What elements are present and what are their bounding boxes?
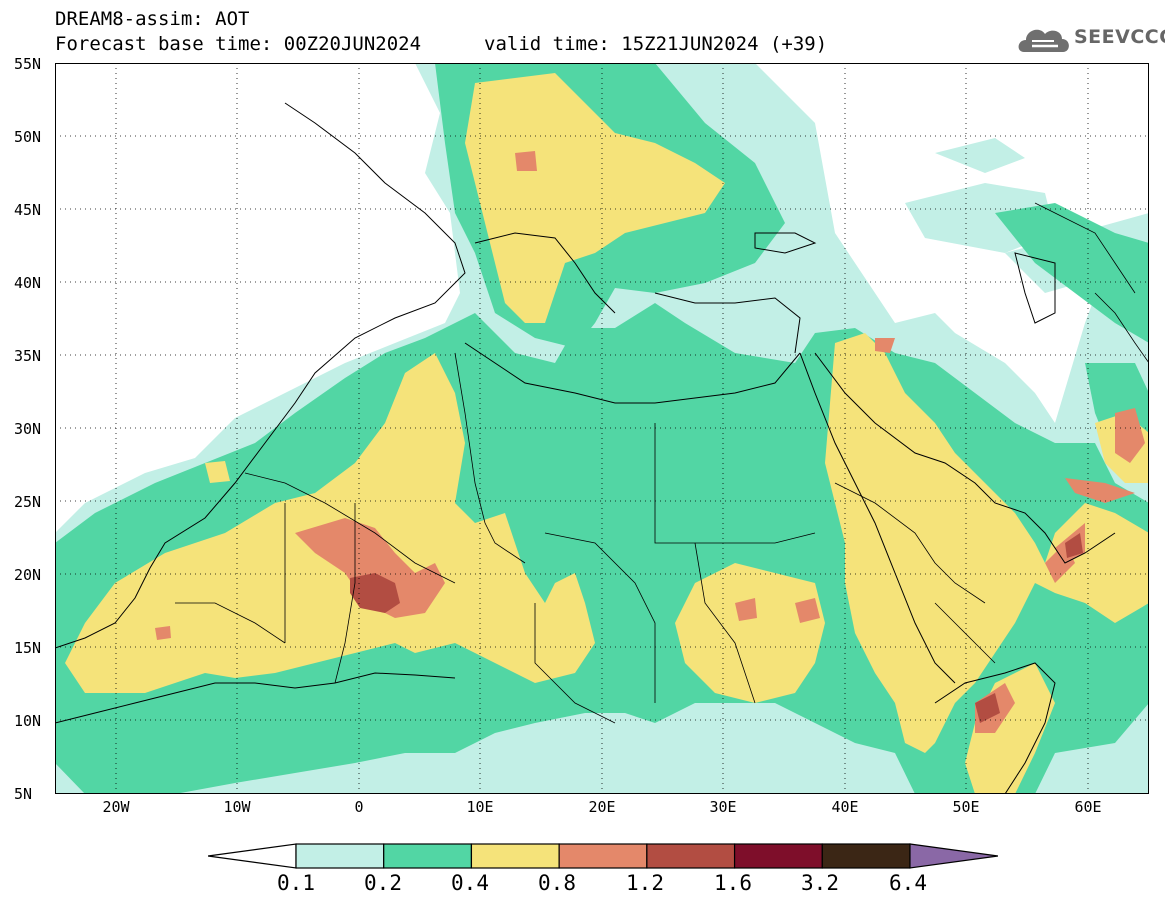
cloud-icon bbox=[1018, 29, 1069, 52]
colorbar-label-0-2: 0.2 bbox=[364, 871, 402, 895]
lon-label-60e: 60E bbox=[1074, 798, 1102, 816]
colorbar-label-0-8: 0.8 bbox=[538, 871, 576, 895]
lat-label-40n: 40N bbox=[14, 274, 42, 292]
colorbar-segment bbox=[646, 843, 736, 869]
aot-map bbox=[55, 63, 1149, 794]
colorbar-segment bbox=[383, 843, 473, 869]
lon-label-10e: 10E bbox=[466, 798, 494, 816]
aot-contour-field bbox=[55, 63, 1149, 794]
lat-lon-grid bbox=[55, 63, 1149, 794]
colorbar-segment bbox=[295, 843, 385, 869]
country-borders bbox=[175, 202, 1149, 724]
colorbar-segment bbox=[821, 843, 911, 869]
colorbar-label-3-2: 3.2 bbox=[801, 871, 839, 895]
colorbar-upper-triangle bbox=[909, 843, 999, 869]
colorbar-lower-triangle bbox=[207, 843, 297, 869]
lon-label-50e: 50E bbox=[952, 798, 980, 816]
lon-label-20e: 20E bbox=[588, 798, 616, 816]
seevccc-logo: SEEVCCC bbox=[1018, 22, 1165, 56]
lat-label-25n: 25N bbox=[14, 493, 42, 511]
lat-label-15n: 15N bbox=[14, 639, 42, 657]
aot-colorbar bbox=[207, 843, 999, 869]
lat-label-30n: 30N bbox=[14, 420, 42, 438]
lon-label-40e: 40E bbox=[831, 798, 859, 816]
lat-label-50n: 50N bbox=[14, 128, 42, 146]
aot-level-1-2 bbox=[350, 533, 1083, 723]
lat-label-45n: 45N bbox=[14, 201, 42, 219]
colorbar-label-0-1: 0.1 bbox=[277, 871, 315, 895]
lat-label-5n: 5N bbox=[14, 785, 33, 803]
map-title: DREAM8-assim: AOT bbox=[55, 8, 250, 30]
colorbar-segment bbox=[558, 843, 648, 869]
coastlines bbox=[55, 102, 1116, 794]
lat-label-10n: 10N bbox=[14, 712, 42, 730]
colorbar-segment bbox=[470, 843, 560, 869]
colorbar-label-0-4: 0.4 bbox=[451, 871, 489, 895]
lon-label-0: 0 bbox=[354, 798, 364, 816]
lon-label-20w: 20W bbox=[102, 798, 130, 816]
lat-label-55n: 55N bbox=[14, 55, 42, 73]
lon-label-10w: 10W bbox=[223, 798, 251, 816]
lat-label-35n: 35N bbox=[14, 347, 42, 365]
colorbar-label-1-6: 1.6 bbox=[714, 871, 752, 895]
logo-text: SEEVCCC bbox=[1074, 26, 1165, 48]
colorbar-segment bbox=[733, 843, 823, 869]
valid-time: valid time: 15Z21JUN2024 (+39) bbox=[484, 33, 828, 55]
colorbar-label-1-2: 1.2 bbox=[626, 871, 664, 895]
lat-label-20n: 20N bbox=[14, 566, 42, 584]
colorbar-label-6-4: 6.4 bbox=[889, 871, 927, 895]
colorbar-graphic bbox=[207, 843, 999, 869]
lon-label-30e: 30E bbox=[709, 798, 737, 816]
forecast-base-time: Forecast base time: 00Z20JUN2024 bbox=[55, 33, 422, 55]
